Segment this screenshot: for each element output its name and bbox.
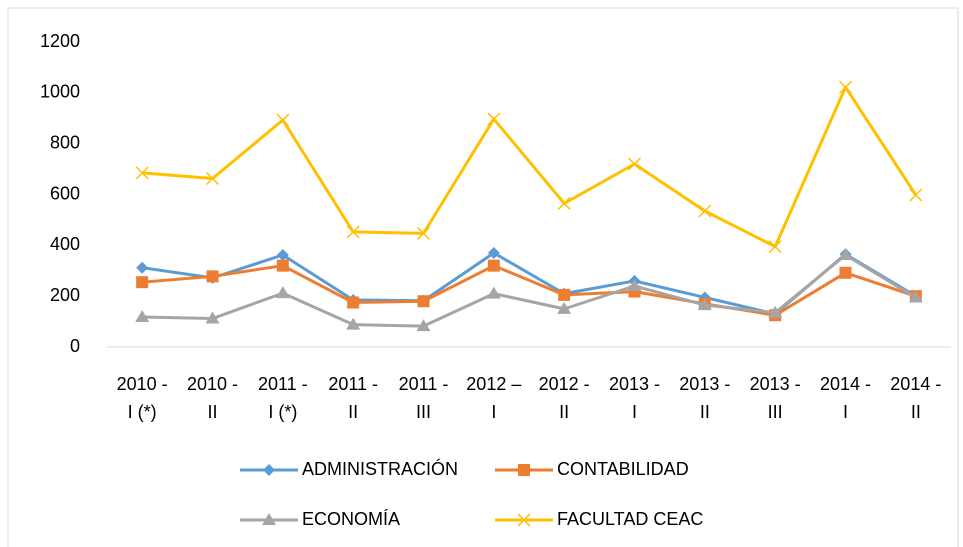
x-tick-label: 2011 -I (*) [258,374,308,422]
legend-label: ECONOMÍA [302,509,400,529]
marker [838,80,853,94]
series-line [142,253,917,328]
x-tick-label: 2010 -I (*) [117,374,168,422]
marker [909,188,923,202]
legend-item: CONTABILIDAD [495,459,689,479]
marker [346,225,360,239]
x-tick-label: 2013 -I [609,374,660,422]
marker [768,305,783,318]
x-tick-label: 2013 -II [679,374,730,422]
marker [839,266,852,279]
legend-item: FACULTAD CEAC [495,509,703,529]
series-line [141,251,917,316]
x-tick-label: 2011 -II [328,374,378,422]
marker [275,286,290,299]
marker [518,464,530,476]
marker [838,247,853,260]
marker [908,290,923,303]
marker [346,317,361,330]
legend-label: ADMINISTRACIÓN [302,458,458,479]
marker [487,112,501,126]
y-tick-label: 200 [50,285,80,305]
marker [276,259,289,272]
marker [263,464,275,476]
x-tick-label: 2014 -I [820,374,871,422]
y-tick-label: 0 [70,336,80,356]
x-tick-label: 2012 -II [539,374,590,422]
marker [136,261,149,274]
legend-item: ECONOMÍA [240,509,400,529]
marker [262,513,276,525]
marker [276,113,290,127]
marker [486,286,501,299]
marker [416,319,431,332]
marker [416,226,431,240]
chart-frame [7,7,959,547]
x-tick-label: 2011 -III [399,374,449,422]
y-tick-label: 1200 [40,31,80,51]
marker [205,311,220,324]
x-tick-label: 2012 – I [466,374,521,422]
x-tick-label: 2010 -II [187,374,238,422]
legend-label: CONTABILIDAD [557,459,689,479]
marker [557,196,571,210]
marker [487,246,500,259]
marker [697,298,712,311]
marker [558,288,571,301]
marker [517,513,531,527]
series-line [142,264,917,317]
marker [557,301,572,314]
x-tick-label: 2014 -II [890,374,941,422]
marker [205,171,220,186]
y-tick-label: 400 [50,234,80,254]
legend-item: ADMINISTRACIÓN [240,458,458,479]
y-tick-label: 1000 [40,82,80,102]
marker [135,310,150,323]
series-line [142,85,918,249]
marker [698,204,712,218]
marker [417,295,430,308]
y-tick-label: 800 [50,132,80,152]
legend-label: FACULTAD CEAC [557,509,703,529]
y-tick-label: 600 [50,183,80,203]
marker [627,279,642,291]
marker [768,240,782,254]
x-tick-label: 2013 -III [750,374,801,422]
marker [276,248,289,261]
marker [487,259,500,272]
marker [347,296,360,309]
marker [135,166,149,180]
marker [627,157,642,171]
marker [206,270,219,283]
marker [136,276,149,289]
